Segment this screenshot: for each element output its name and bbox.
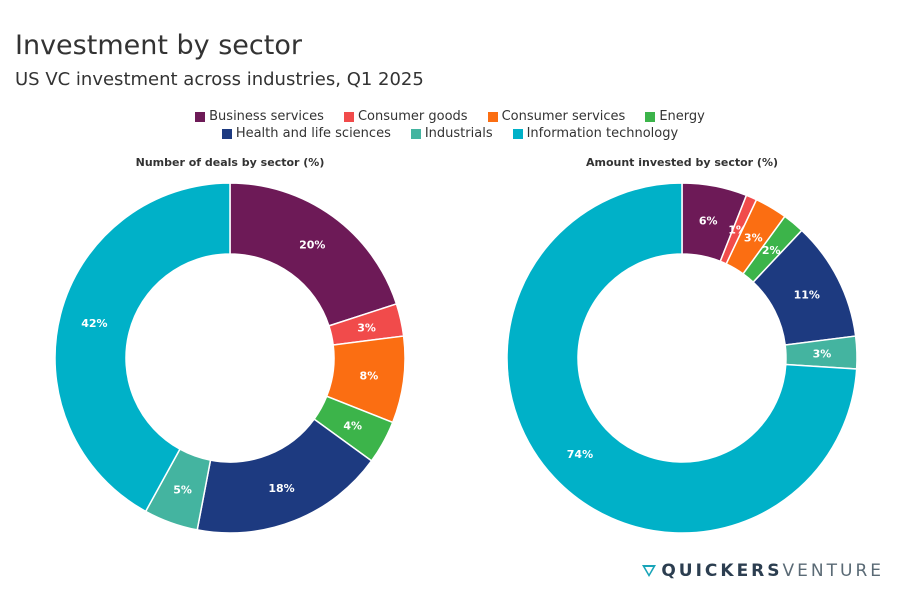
amount-chart-title: Amount invested by sector (%) [585,156,779,169]
legend-item-business-services[interactable]: Business services [195,109,324,124]
legend-swatch [343,111,354,122]
legend-swatch [487,111,498,122]
legend-swatch [195,111,206,122]
legend-label: Information technology [526,126,679,141]
legend-item-health-life-sciences[interactable]: Health and life sciences [221,126,391,141]
donut-slice-information-technology[interactable] [54,182,231,513]
quickers-logo-icon [642,565,657,577]
chart-title: Investment by sector [15,30,302,61]
legend-label: Energy [659,109,705,124]
slice-data-label: 5% [173,484,192,497]
deals-chart-title: Number of deals by sector (%) [135,156,325,169]
brand-logo: QUICKERS VENTURE [641,561,884,581]
legend-item-consumer-goods[interactable]: Consumer goods [343,109,468,124]
slice-data-label: 8% [360,370,379,383]
legend-row-1: Business services Consumer goods Consume… [0,108,900,125]
legend-item-industrials[interactable]: Industrials [410,126,493,141]
legend-item-energy[interactable]: Energy [645,109,705,124]
brand-name-part1: QUICKERS [661,561,783,581]
brand-name-part2: VENTURE [782,561,884,581]
legend-swatch [221,128,232,139]
slice-data-label: 4% [343,419,362,432]
legend-label: Consumer services [501,109,626,124]
donut-slice-information-technology[interactable] [506,182,858,534]
slice-data-label: 3% [744,231,763,244]
chart-subtitle: US VC investment across industries, Q1 2… [15,69,424,90]
legend: Business services Consumer goods Consume… [0,108,900,142]
legend-row-2: Health and life sciences Industrials Inf… [0,125,900,142]
legend-swatch [645,111,656,122]
slice-data-label: 42% [81,317,107,330]
legend-label: Consumer goods [357,109,468,124]
legend-item-consumer-services[interactable]: Consumer services [487,109,626,124]
slice-data-label: 11% [794,288,820,301]
slice-data-label: 18% [268,482,294,495]
slice-data-label: 3% [813,348,832,361]
legend-item-information-technology[interactable]: Information technology [512,126,679,141]
legend-label: Health and life sciences [235,126,391,141]
slice-data-label: 6% [699,214,718,227]
legend-label: Industrials [424,126,493,141]
slice-data-label: 20% [299,239,325,252]
legend-swatch [410,128,421,139]
legend-swatch [512,128,523,139]
legend-label: Business services [209,109,324,124]
slice-data-label: 3% [357,321,376,334]
slice-data-label: 2% [762,244,781,257]
slice-data-label: 74% [567,448,593,461]
